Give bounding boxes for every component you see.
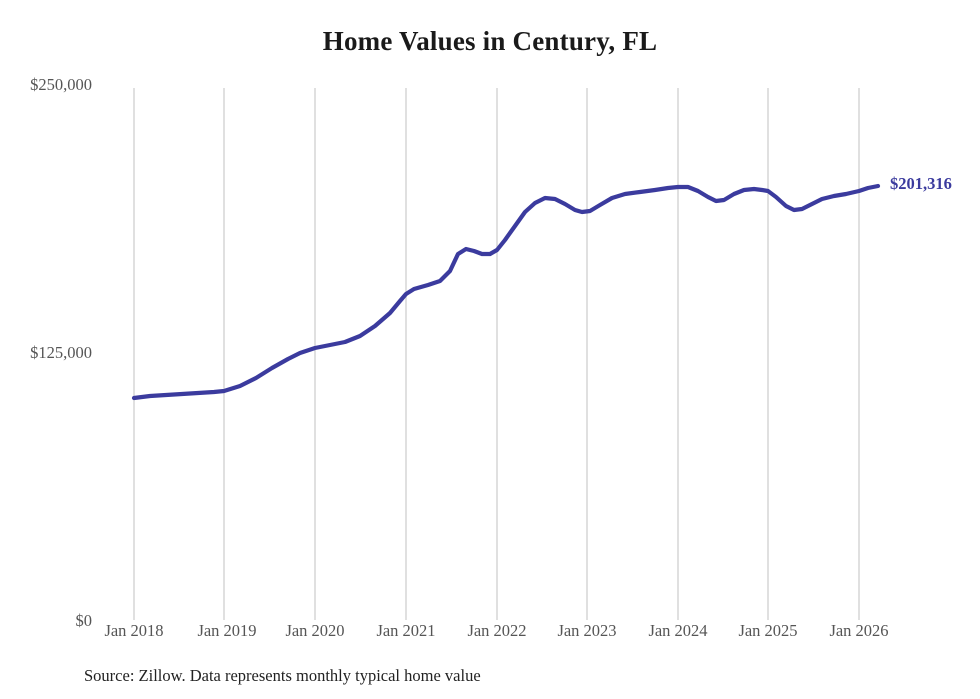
x-axis-tick-label-jan-2024: Jan 2024 [648,621,708,640]
y-axis-tick-label-bottom: $0 [75,611,93,630]
x-axis-tick-label-jan-2023: Jan 2023 [557,621,617,640]
x-axis-tick-label-jan-2021: Jan 2021 [376,621,436,640]
x-axis-tick-label-jan-2025: Jan 2025 [738,621,798,640]
source-note: Source: Zillow. Data represents monthly … [84,666,481,685]
x-axis-tick-label-jan-2022: Jan 2022 [467,621,527,640]
chart-title: Home Values in Century, FL [322,26,658,56]
y-axis-tick-label-mid: $125,000 [30,343,92,362]
data-line-typical-home-value [131,183,881,401]
x-axis-tick-label-jan-2018: Jan 2018 [104,621,164,640]
y-axis-tick-label-top: $250,000 [30,75,92,94]
x-gridlines [133,88,860,620]
x-axis-tick-label-jan-2019: Jan 2019 [197,621,257,640]
x-axis-tick-label-jan-2020: Jan 2020 [285,621,345,640]
end-value-annotation: $201,316 [890,174,952,193]
x-axis-tick-label-jan-2026: Jan 2026 [829,621,889,640]
